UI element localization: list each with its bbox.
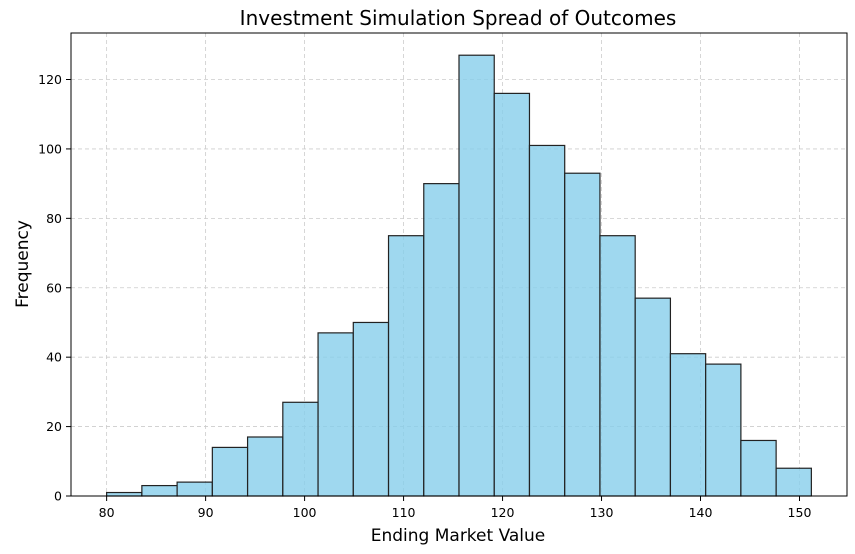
histogram-bar <box>317 332 354 497</box>
y-axis-ticks: 0 20 40 60 80 100 120 <box>38 72 71 504</box>
y-tick-label: 0 <box>54 489 62 504</box>
histogram-bar <box>775 467 812 497</box>
histogram-bar <box>106 491 143 497</box>
y-tick-label: 80 <box>46 211 62 226</box>
chart-title: Investment Simulation Spread of Outcomes <box>240 6 677 30</box>
histogram-bar <box>211 446 249 497</box>
plot-frame <box>70 32 848 497</box>
x-axis-ticks: 80 90 100 110 120 130 140 150 <box>99 496 812 520</box>
histogram-bar <box>634 297 672 497</box>
histogram-bar <box>352 321 390 497</box>
x-tick-label: 140 <box>689 505 713 520</box>
histogram-bar <box>493 92 531 497</box>
x-tick-label: 110 <box>392 505 416 520</box>
x-tick-label: 90 <box>198 505 214 520</box>
y-tick-label: 120 <box>38 72 62 87</box>
x-tick-label: 130 <box>590 505 614 520</box>
x-tick-label: 80 <box>99 505 115 520</box>
histogram-bar <box>669 353 707 497</box>
histogram-bar <box>564 172 601 497</box>
y-axis-label: Frequency <box>13 220 33 308</box>
histogram-bar <box>705 363 742 497</box>
histogram-bar <box>599 235 636 497</box>
histogram-bar <box>528 144 566 497</box>
y-tick-label: 20 <box>46 419 62 434</box>
histogram-bar <box>141 484 178 497</box>
x-tick-label: 120 <box>491 505 515 520</box>
y-tick-label: 40 <box>46 350 62 365</box>
y-tick-label: 100 <box>38 141 62 156</box>
histogram-bar <box>458 54 495 497</box>
x-tick-label: 100 <box>293 505 317 520</box>
x-tick-label: 150 <box>788 505 812 520</box>
histogram-bar <box>423 183 460 497</box>
histogram-bar <box>176 481 213 497</box>
y-tick-label: 60 <box>46 280 62 295</box>
histogram-bar <box>740 439 777 497</box>
histogram-bar <box>387 235 425 497</box>
histogram-bar <box>282 401 319 497</box>
x-axis-label: Ending Market Value <box>371 526 546 546</box>
histogram-bar <box>246 436 284 497</box>
bars <box>106 54 812 497</box>
